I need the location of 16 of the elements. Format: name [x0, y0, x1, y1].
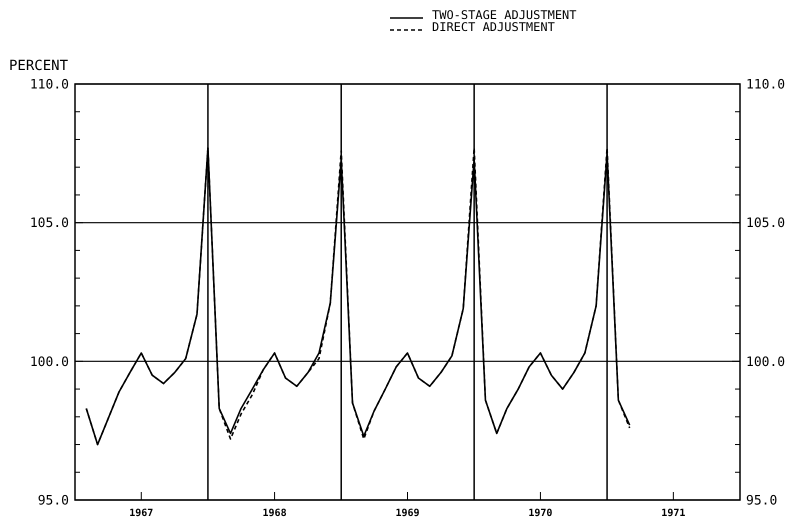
legend-label: TWO-STAGE ADJUSTMENT [432, 8, 576, 22]
y2-tick-label: 110.0 [746, 78, 786, 93]
legend-label: DIRECT ADJUSTMENT [432, 20, 555, 34]
x-tick-label: 1968 [262, 508, 287, 519]
x-tick-label: 1967 [129, 508, 154, 519]
x-tick-label: 1970 [528, 508, 552, 519]
y-tick-label: 100.0 [30, 354, 69, 370]
y2-tick-label: 100.0 [746, 354, 786, 370]
x-tick-label: 1971 [661, 508, 686, 519]
y2-tick-label: 105.0 [746, 216, 786, 232]
x-tick-label: 1969 [395, 508, 420, 519]
y-tick-label: 105.0 [30, 216, 69, 232]
y-tick-label: 110.0 [30, 78, 69, 93]
y-axis-title: PERCENT [9, 58, 69, 74]
y2-tick-label: 95.0 [746, 494, 778, 509]
y-tick-label: 95.0 [38, 494, 69, 509]
